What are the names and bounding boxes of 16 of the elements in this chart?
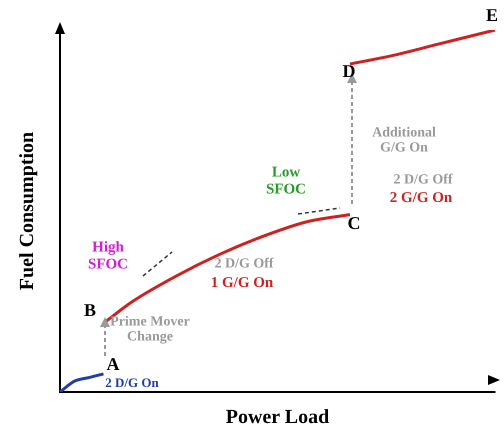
annotation: 2 G/G On [388, 190, 454, 206]
annotation: 2 D/G Off [392, 172, 454, 188]
annotation: Prime Mover Change [109, 314, 191, 346]
annotation: Low SFOC [264, 164, 307, 198]
annotation: 2 D/G On [104, 374, 160, 390]
text: E [484, 5, 499, 26]
annotation: Additional G/G On [371, 126, 437, 156]
annotation: D [342, 61, 356, 82]
annotation: A [106, 354, 120, 375]
annotation: C [346, 213, 362, 234]
annotation: B [82, 300, 97, 321]
y-axis-title: Fuel Consumption [16, 132, 38, 290]
annotation: 1 G/G On [210, 274, 274, 292]
x-axis-title: Power Load [226, 406, 330, 428]
annotation: 2 D/G Off [213, 256, 275, 272]
annotation: High SFOC [86, 240, 129, 272]
